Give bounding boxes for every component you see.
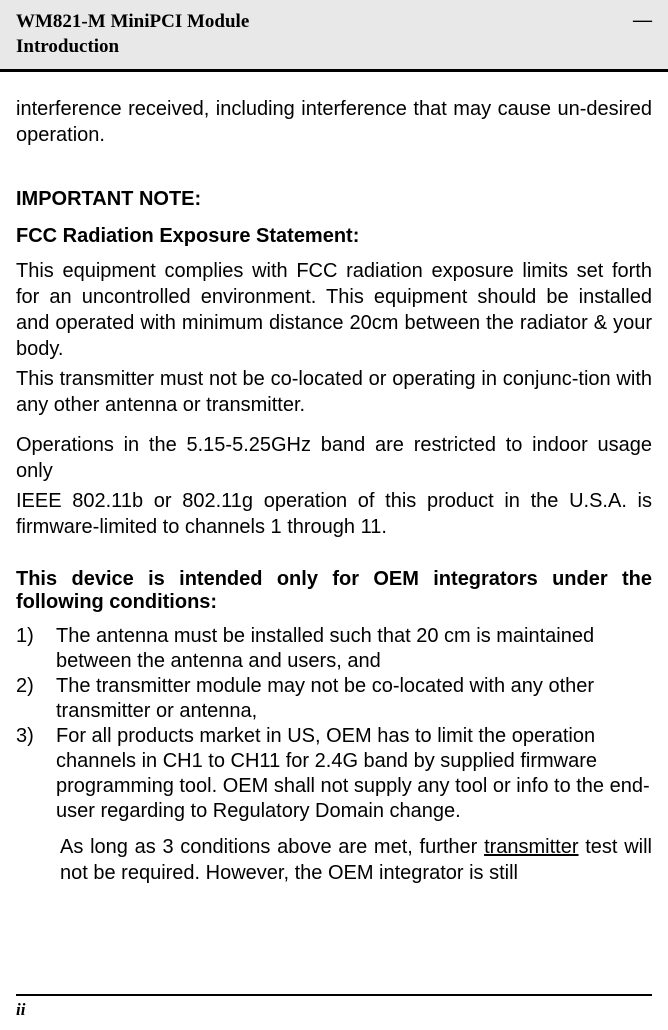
fcc-paragraph-1: This equipment complies with FCC radiati… bbox=[16, 258, 652, 362]
condition-item-1: The antenna must be installed such that … bbox=[16, 624, 652, 674]
document-header: WM821-M MiniPCI Module Introduction — bbox=[0, 0, 668, 72]
operations-paragraph-1: Operations in the 5.15-5.25GHz band are … bbox=[16, 432, 652, 484]
operations-paragraph-2: IEEE 802.11b or 802.11g operation of thi… bbox=[16, 488, 652, 540]
condition-item-2: The transmitter module may not be co-loc… bbox=[16, 674, 652, 724]
important-note-heading: IMPORTANT NOTE: bbox=[16, 188, 652, 211]
intro-paragraph: interference received, including interfe… bbox=[16, 96, 652, 148]
fcc-heading: FCC Radiation Exposure Statement: bbox=[16, 225, 652, 248]
header-title-line2: Introduction bbox=[16, 35, 249, 60]
closing-paragraph: As long as 3 conditions above are met, f… bbox=[16, 834, 652, 886]
conditions-list: The antenna must be installed such that … bbox=[16, 624, 652, 824]
closing-text-before: As long as 3 conditions above are met, f… bbox=[60, 836, 484, 858]
document-content: interference received, including interfe… bbox=[0, 72, 668, 886]
condition-item-3: For all products market in US, OEM has t… bbox=[16, 724, 652, 824]
document-footer: ii bbox=[16, 994, 652, 1020]
header-dash: — bbox=[633, 10, 652, 32]
page-number: ii bbox=[16, 1000, 25, 1019]
fcc-paragraph-2: This transmitter must not be co-located … bbox=[16, 366, 652, 418]
oem-heading: This device is intended only for OEM int… bbox=[16, 568, 652, 614]
closing-text-underline: transmitter bbox=[484, 836, 578, 858]
header-title-line1: WM821-M MiniPCI Module bbox=[16, 10, 249, 35]
header-title-block: WM821-M MiniPCI Module Introduction bbox=[16, 10, 249, 59]
